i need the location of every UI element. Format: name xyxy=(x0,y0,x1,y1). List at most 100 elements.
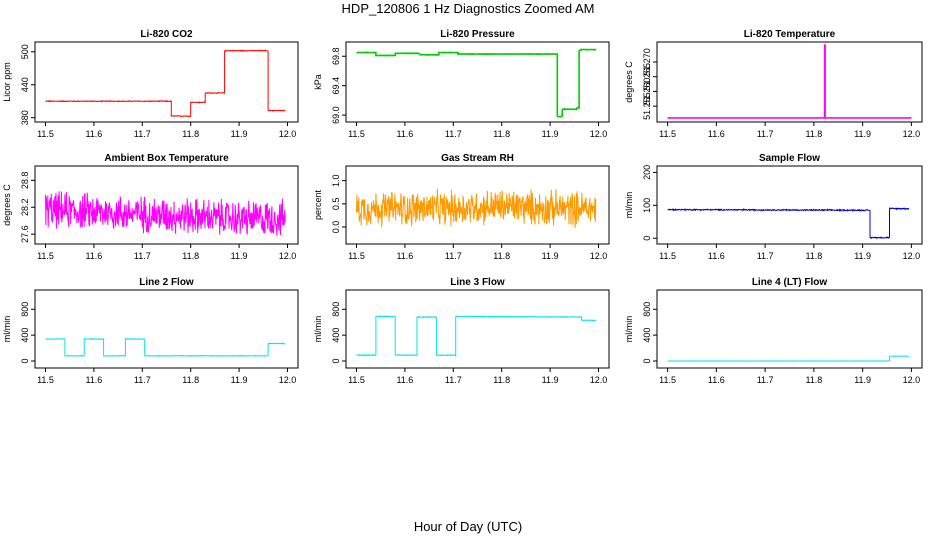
series-line-li-820-pressure xyxy=(356,48,597,118)
x-tick-label: 11.9 xyxy=(854,375,871,385)
y-tick-label: 800 xyxy=(642,302,652,317)
x-tick-label: 11.9 xyxy=(231,129,248,139)
x-tick-label: 12.0 xyxy=(279,375,297,385)
panel-ambient-box-temperature: Ambient Box Temperature 11.5 11.6 11.7 11.8 1… xyxy=(2,153,299,261)
y-tick-label: 440 xyxy=(20,77,30,92)
y-tick-label: 800 xyxy=(20,302,30,317)
y-tick-label: 200 xyxy=(642,165,652,180)
x-tick-label: 11.8 xyxy=(805,375,822,385)
x-tick-label: 11.6 xyxy=(85,129,102,139)
x-tick-label: 12.0 xyxy=(903,375,921,385)
y-axis-label-sample-flow: ml/min xyxy=(624,192,634,219)
x-tick-label: 11.5 xyxy=(659,375,676,385)
figure-title: HDP_120806 1 Hz Diagnostics Zoomed AM xyxy=(342,1,595,16)
figure-x-label: Hour of Day (UTC) xyxy=(414,519,522,534)
y-tick-label: 0 xyxy=(20,358,30,363)
y-axis-label-line-2-flow: ml/min xyxy=(2,316,12,343)
x-tick-label: 11.9 xyxy=(231,251,248,261)
x-tick-label: 11.5 xyxy=(659,129,676,139)
y-tick-label: 69.0 xyxy=(331,106,341,124)
y-tick-label: 0 xyxy=(642,236,652,241)
y-tick-label: 51.265 xyxy=(642,63,652,91)
panel-li-820-co2: Li-820 CO2 11.5 11.6 11.7 11.8 11.9 12.0 380 440… xyxy=(2,29,299,139)
y-tick-label: 380 xyxy=(20,110,30,125)
y-axis-label-ambient-box-temperature: degrees C xyxy=(2,184,12,226)
y-axis-label-li-820-co2: Licor ppm xyxy=(2,62,12,102)
panel-li-820-temperature: Li-820 Temperature 11.5 11.6 11.7 11.8 11.9 12… xyxy=(624,29,923,139)
y-tick-label: 0 xyxy=(642,358,652,363)
x-tick-label: 12.0 xyxy=(279,251,297,261)
plot-frame-line-4-lt-flow xyxy=(656,289,923,369)
y-tick-label: 51.255 xyxy=(642,92,652,120)
y-axis-label-li-820-temperature: degrees C xyxy=(624,61,634,103)
y-tick-label: 0.0 xyxy=(331,221,341,234)
series-line-sample-flow xyxy=(667,207,910,240)
x-tick-label: 11.6 xyxy=(396,129,413,139)
x-tick-label: 12.0 xyxy=(903,251,921,261)
x-tick-label: 11.9 xyxy=(542,375,559,385)
y-tick-label: 0.5 xyxy=(331,198,341,211)
y-tick-label: 400 xyxy=(642,328,652,343)
x-tick-label: 11.7 xyxy=(445,129,462,139)
panel-title-sample-flow: Sample Flow xyxy=(759,153,820,164)
y-tick-label: 1.0 xyxy=(331,174,341,187)
x-tick-label: 11.8 xyxy=(805,251,822,261)
series-line-gas-stream-rh xyxy=(356,188,597,228)
y-tick-label: 51.260 xyxy=(642,78,652,106)
y-tick-label: 500 xyxy=(20,44,30,59)
y-tick-label: 69.4 xyxy=(331,77,341,95)
x-tick-label: 11.6 xyxy=(85,375,102,385)
x-tick-label: 11.5 xyxy=(348,129,365,139)
x-tick-label: 12.0 xyxy=(903,129,921,139)
panel-title-li-820-temperature: Li-820 Temperature xyxy=(744,29,836,40)
series-line-li-820-co2 xyxy=(45,49,286,118)
x-tick-label: 11.7 xyxy=(445,375,462,385)
y-axis-label-line-4-lt-flow: ml/min xyxy=(624,316,634,343)
y-tick-label: 400 xyxy=(20,328,30,343)
y-tick-label: 0 xyxy=(331,358,341,363)
panel-line-4-lt-flow: Line 4 (LT) Flow 11.5 11.6 11.7 11.8 11.9 12.0… xyxy=(624,277,923,385)
x-tick-label: 11.6 xyxy=(396,375,413,385)
x-tick-label: 11.7 xyxy=(757,375,774,385)
x-tick-label: 11.9 xyxy=(231,375,248,385)
panel-gas-stream-rh: Gas Stream RH 11.5 11.6 11.7 11.8 11.9 12.0 0.0… xyxy=(313,153,610,261)
x-tick-label: 11.5 xyxy=(37,129,54,139)
x-tick-label: 11.8 xyxy=(493,251,510,261)
series-line-li-820-temperature xyxy=(667,44,912,119)
y-axis-label-line-3-flow: ml/min xyxy=(313,316,323,343)
x-tick-label: 11.6 xyxy=(708,251,725,261)
y-tick-label: 100 xyxy=(642,198,652,213)
x-tick-label: 11.6 xyxy=(708,129,725,139)
panel-title-gas-stream-rh: Gas Stream RH xyxy=(441,153,514,164)
x-tick-label: 11.8 xyxy=(182,251,199,261)
x-tick-label: 11.8 xyxy=(182,375,199,385)
plot-frame-li-820-co2 xyxy=(34,41,299,123)
y-tick-label: 800 xyxy=(331,302,341,317)
panel-grid: Li-820 CO2 11.5 11.6 11.7 11.8 11.9 12.0 380 440… xyxy=(2,29,923,385)
x-tick-label: 11.6 xyxy=(708,375,725,385)
x-tick-label: 12.0 xyxy=(590,129,608,139)
plot-frame-line-3-flow xyxy=(345,289,610,369)
y-tick-label: 69.8 xyxy=(331,47,341,65)
panel-title-line-3-flow: Line 3 Flow xyxy=(450,277,505,288)
x-tick-label: 11.7 xyxy=(134,375,151,385)
series-line-line-4-lt-flow xyxy=(667,355,909,362)
y-tick-label: 28.2 xyxy=(20,198,30,216)
x-tick-label: 11.7 xyxy=(445,251,462,261)
x-tick-label: 11.8 xyxy=(805,129,822,139)
x-tick-label: 11.8 xyxy=(493,375,510,385)
panel-title-ambient-box-temperature: Ambient Box Temperature xyxy=(104,153,229,164)
y-tick-label: 51.270 xyxy=(642,48,652,76)
plot-frame-li-820-pressure xyxy=(345,41,610,123)
x-tick-label: 11.5 xyxy=(37,375,54,385)
x-tick-label: 11.6 xyxy=(85,251,102,261)
x-tick-label: 11.8 xyxy=(493,129,510,139)
plot-frame-gas-stream-rh xyxy=(345,165,610,245)
x-tick-label: 11.7 xyxy=(134,129,151,139)
series-line-line-2-flow xyxy=(45,337,286,357)
panel-sample-flow: Sample Flow 11.5 11.6 11.7 11.8 11.9 12.0 0 100 2… xyxy=(624,153,923,261)
panel-title-li-820-co2: Li-820 CO2 xyxy=(140,29,193,40)
x-tick-label: 12.0 xyxy=(279,129,297,139)
panel-title-line-2-flow: Line 2 Flow xyxy=(139,277,194,288)
